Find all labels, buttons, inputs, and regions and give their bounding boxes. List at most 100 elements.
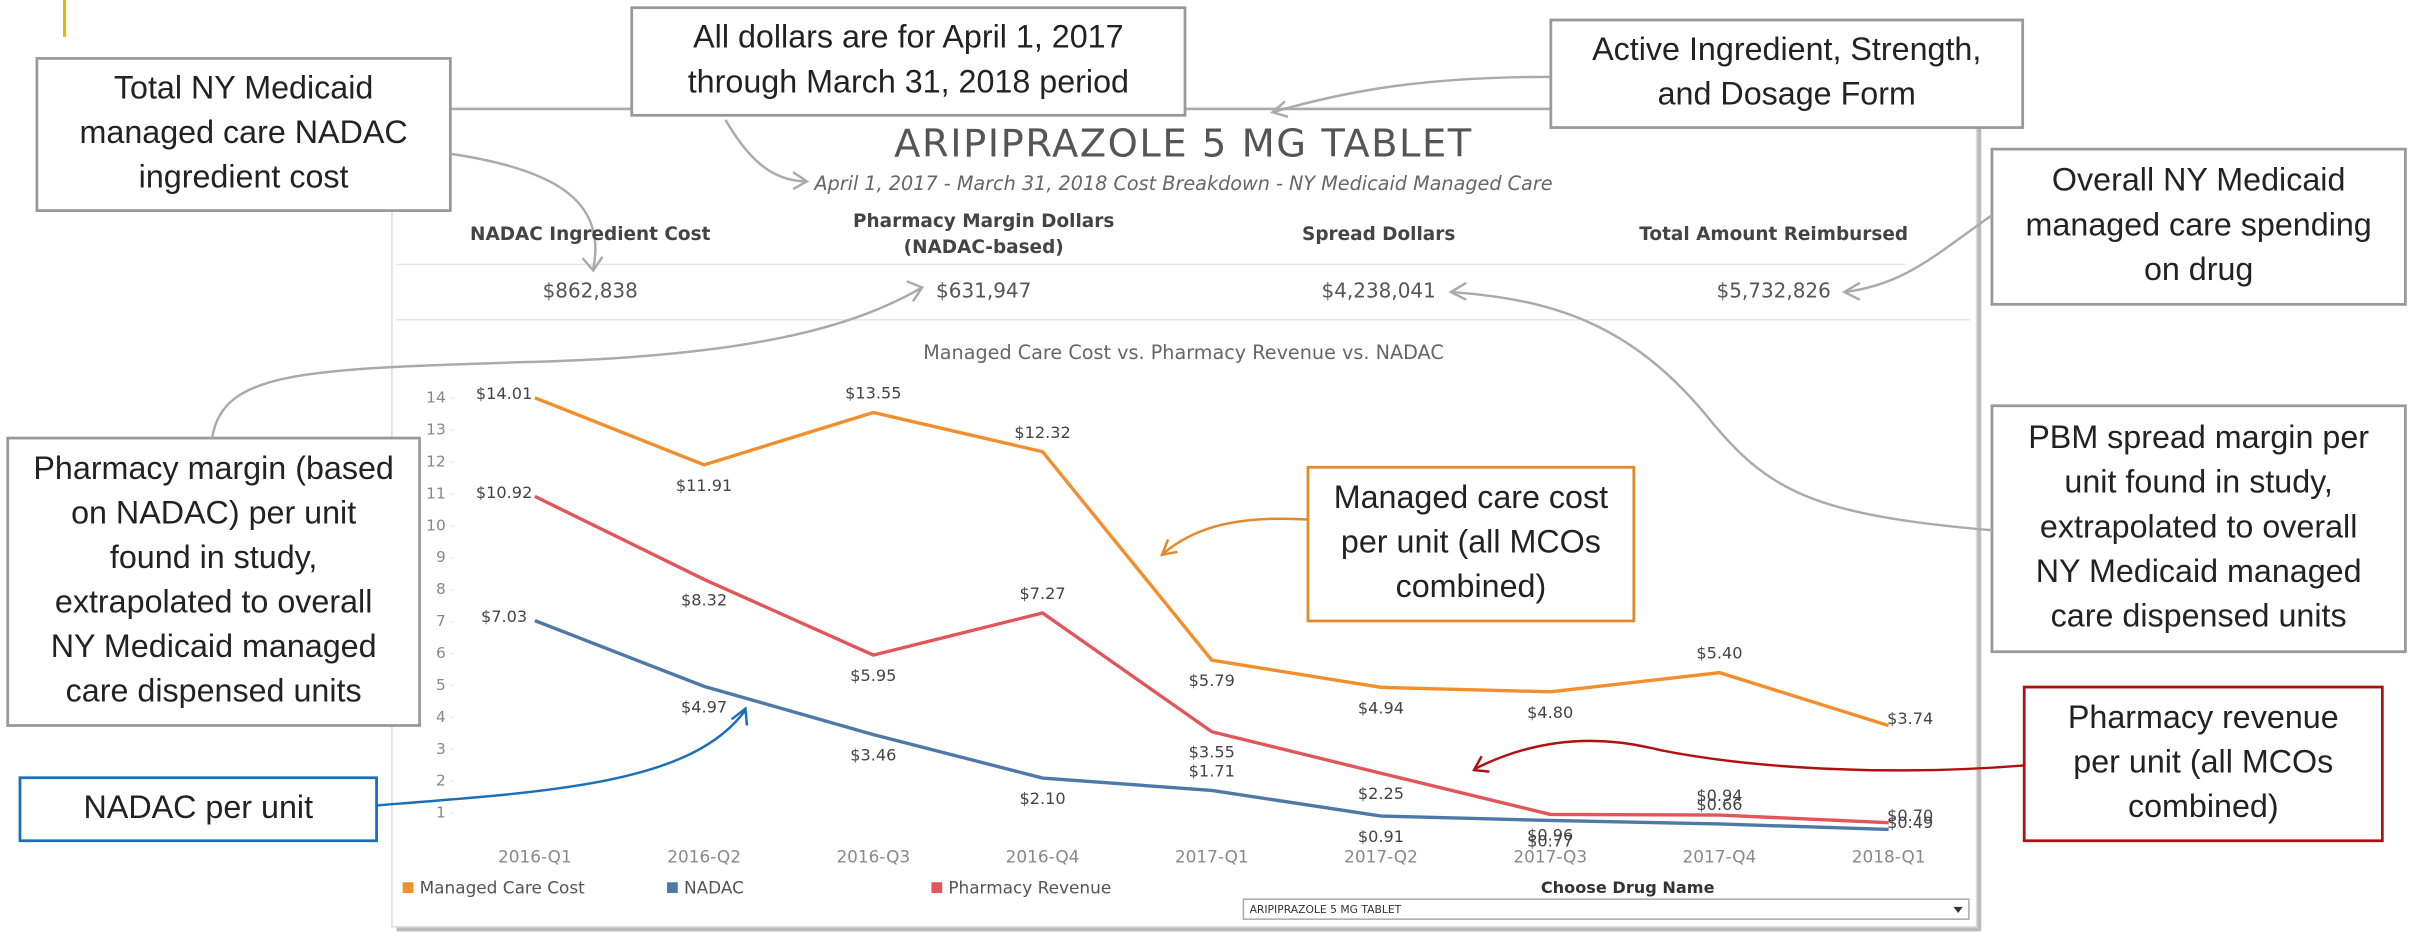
callout-text: Overall NY Medicaid	[2052, 162, 2346, 198]
value-label: $14.01	[476, 384, 532, 403]
callout-text: managed care NADAC	[80, 114, 408, 150]
arrow	[1452, 290, 1993, 532]
arrow-head	[730, 706, 749, 726]
arrow	[1272, 75, 1551, 114]
x-tick-label: 2016-Q1	[498, 847, 572, 867]
y-tick-label: 11	[426, 484, 446, 502]
callout-text: NY Medicaid managed	[51, 628, 377, 664]
callout-text: managed care spending	[2026, 206, 2372, 242]
arrow	[450, 152, 597, 270]
arrow-head	[1270, 100, 1289, 119]
arrow	[724, 119, 807, 183]
callout-text: care dispensed units	[66, 673, 362, 709]
legend-swatch	[931, 882, 943, 894]
value-label: $11.91	[676, 476, 732, 495]
callout-text: and Dosage Form	[1658, 76, 1916, 112]
callout-box	[1549, 18, 2025, 129]
arrow-head	[792, 171, 810, 191]
callout-box	[1990, 404, 2407, 654]
series-line	[534, 494, 1889, 825]
value-label: $4.80	[1527, 703, 1573, 722]
callout-text: Active Ingredient, Strength,	[1592, 31, 1981, 67]
callout-text: per unit (all MCOs	[1341, 524, 1601, 560]
callout-box	[18, 776, 378, 843]
y-tick-label: 8	[436, 580, 446, 598]
y-tick-label: 12	[426, 452, 446, 470]
value-label: $1.71	[1189, 762, 1235, 781]
filter-label: Choose Drug Name	[1541, 878, 1715, 897]
callout-text: through March 31, 2018 period	[688, 63, 1129, 99]
callout-box	[2022, 685, 2384, 843]
kpi-label: (NADAC-based)	[904, 237, 1064, 258]
filter-dropdown[interactable]	[1242, 898, 1970, 920]
value-label: $5.79	[1189, 671, 1235, 690]
value-label: $0.49	[1887, 813, 1933, 832]
arrow-head	[1471, 755, 1490, 773]
callout-text: NY Medicaid managed	[2036, 553, 2362, 589]
value-label: $3.55	[1189, 743, 1235, 762]
y-tick-label: 5	[436, 676, 446, 694]
value-label: $8.32	[681, 590, 727, 609]
value-label: $0.77	[1527, 831, 1573, 850]
legend-swatch	[402, 882, 414, 894]
value-label: $10.92	[476, 483, 532, 502]
y-tick-label: 7	[436, 612, 446, 630]
legend-label: NADAC	[684, 877, 744, 897]
arrow	[1162, 517, 1309, 555]
y-tick-label: 3	[436, 740, 446, 758]
dropdown-arrow[interactable]	[1953, 906, 1963, 913]
x-tick-label: 2016-Q3	[836, 847, 910, 867]
dashboard-title: ARIPIPRAZOLE 5 MG TABLET	[894, 122, 1473, 167]
callout-text: extrapolated to overall	[55, 584, 372, 620]
callout-box	[630, 6, 1187, 117]
callout-text: found in study,	[110, 539, 317, 575]
y-tick-label: 4	[436, 708, 446, 726]
callout-text: NADAC per unit	[84, 789, 314, 825]
callout-text: Managed care cost	[1334, 479, 1608, 515]
callout-text: Total NY Medicaid	[114, 69, 373, 105]
y-tick-label: 14	[426, 389, 446, 407]
callout-box	[1990, 147, 2407, 306]
callout-text: extrapolated to overall	[2040, 508, 2357, 544]
callout-text: unit found in study,	[2064, 464, 2332, 500]
chart-title: Managed Care Cost vs. Pharmacy Revenue v…	[923, 341, 1444, 364]
callout-text: PBM spread margin per	[2028, 419, 2369, 455]
callout-text: care dispensed units	[2051, 597, 2347, 633]
arrow	[210, 286, 923, 439]
dashboard-subtitle: April 1, 2017 - March 31, 2018 Cost Brea…	[812, 172, 1552, 195]
y-tick-label: 9	[436, 548, 446, 566]
value-label: $0.70	[1887, 806, 1933, 825]
dashboard-panel	[391, 106, 1978, 928]
callout-text: Pharmacy margin (based	[33, 450, 393, 486]
y-tick-label: 2	[436, 772, 446, 790]
callouts: Total NY Medicaid managed care NADAC ingre…	[6, 6, 2407, 843]
x-tick-label: 2017-Q4	[1683, 847, 1757, 867]
arrow	[1844, 214, 1993, 294]
arrow-head	[1841, 281, 1861, 301]
value-label: $0.66	[1696, 795, 1742, 814]
series-line	[534, 619, 1889, 832]
callout-text: ingredient cost	[139, 159, 349, 195]
legend-label: Pharmacy Revenue	[948, 877, 1111, 897]
x-tick-label: 2018-Q1	[1852, 847, 1926, 867]
arrow	[376, 709, 747, 807]
filter-value[interactable]: ARIPIPRAZOLE 5 MG TABLET	[1250, 903, 1402, 916]
value-label: $2.25	[1358, 784, 1404, 803]
series-line	[534, 396, 1890, 728]
kpi-value: $631,947	[936, 279, 1031, 303]
value-label: $12.32	[1014, 423, 1070, 442]
value-label: $0.96	[1527, 825, 1573, 844]
kpi-label: Total Amount Reimbursed	[1639, 224, 1908, 245]
y-tick-label: 10	[426, 516, 446, 534]
kpi-label: Spread Dollars	[1302, 224, 1455, 245]
callout-text: combined)	[2128, 788, 2279, 824]
legend-label: Managed Care Cost	[420, 877, 586, 897]
callout-box	[35, 57, 452, 212]
kpi-label: Pharmacy Margin Dollars	[853, 211, 1114, 232]
arrow	[1474, 739, 2025, 772]
value-label: $4.97	[681, 697, 727, 716]
arrow-head	[581, 256, 604, 273]
value-label: $4.94	[1358, 698, 1404, 717]
